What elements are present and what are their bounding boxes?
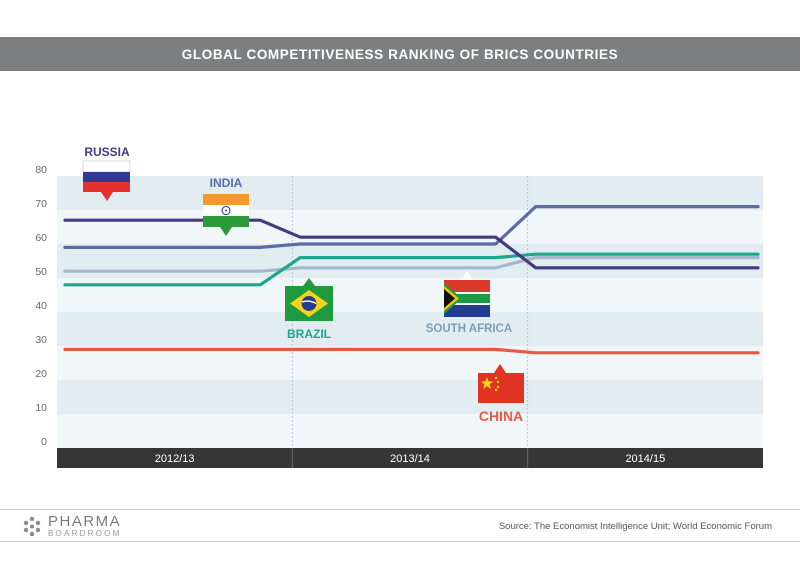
x-tick-label: 2013/14 — [390, 453, 430, 465]
series-label: INDIA — [210, 176, 243, 190]
x-tick-label: 2012/13 — [155, 453, 195, 465]
pharma-boardroom-logo: PHARMA BOARDROOM — [22, 514, 122, 538]
y-tick-label: 70 — [35, 198, 47, 210]
grid-band — [57, 278, 763, 312]
y-tick-label: 30 — [35, 334, 47, 346]
footer-divider-bottom — [0, 541, 800, 542]
series-label: RUSSIA — [84, 145, 130, 159]
chart-title: GLOBAL COMPETITIVENESS RANKING OF BRICS … — [181, 46, 619, 62]
y-tick-label: 20 — [35, 368, 47, 380]
grid-band — [57, 414, 763, 448]
series-line — [63, 347, 760, 355]
grid-band — [57, 176, 763, 210]
x-axis: 2012/13 2013/14 2014/15 — [57, 448, 763, 468]
series-label: SOUTH AFRICA — [426, 323, 512, 335]
grid-band — [57, 346, 763, 380]
y-tick-label: 80 — [35, 164, 47, 176]
logo-main-text: PHARMA — [48, 513, 122, 530]
source-note: Source: The Economist Intelligence Unit;… — [498, 521, 772, 532]
series-label: BRAZIL — [287, 327, 331, 341]
south-africa-flag-icon — [444, 271, 490, 317]
logo-sub-text: BOARDROOM — [48, 529, 122, 538]
chart-title-bar: GLOBAL COMPETITIVENESS RANKING OF BRICS … — [0, 37, 800, 71]
y-tick-label: 40 — [35, 300, 47, 312]
y-tick-label: 0 — [41, 436, 47, 448]
brazil-flag-icon — [285, 278, 333, 321]
y-tick-label: 60 — [35, 232, 47, 244]
grid-band — [57, 312, 763, 346]
india-flag-icon — [203, 194, 249, 236]
series-line — [63, 205, 760, 249]
series-line — [63, 252, 760, 287]
grid-band — [57, 380, 763, 414]
y-tick-label: 50 — [35, 266, 47, 278]
x-tick-label: 2014/15 — [625, 453, 665, 465]
y-tick-label: 10 — [35, 402, 47, 414]
series-label: CHINA — [479, 408, 523, 424]
grid-band — [57, 210, 763, 244]
series-line — [63, 256, 760, 273]
grid-bands — [57, 176, 763, 448]
footer-divider-top — [0, 509, 800, 510]
china-flag-icon — [478, 364, 524, 403]
logo-dots-icon — [23, 516, 41, 537]
x-axis-bar — [57, 448, 763, 468]
russia-flag-icon — [82, 160, 131, 201]
grid-band — [57, 244, 763, 278]
y-axis-ticks: 0 10 20 30 40 50 60 70 80 — [35, 164, 47, 448]
